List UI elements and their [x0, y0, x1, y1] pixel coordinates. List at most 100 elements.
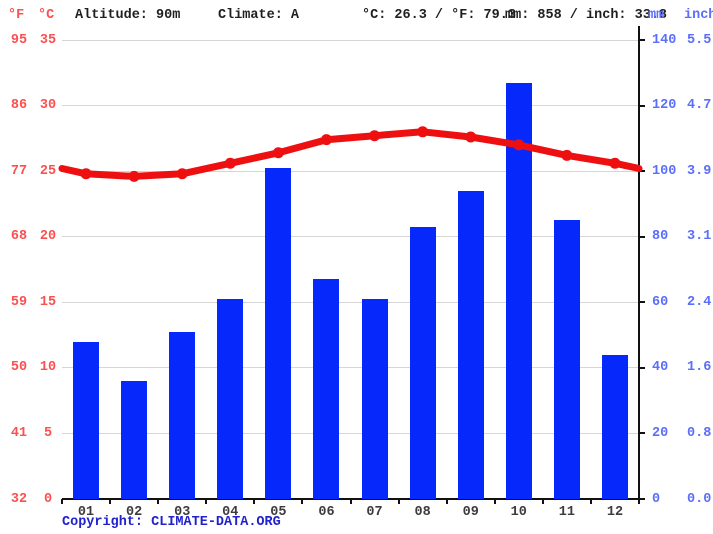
right-axis-label-mm: 80: [652, 229, 669, 245]
right-axis-label-mm: 40: [652, 360, 669, 376]
precipitation-bar: [409, 226, 436, 499]
x-axis-month-label: 09: [462, 505, 479, 520]
bottom-axis-tick: [61, 499, 63, 504]
right-axis-tick: [639, 498, 645, 500]
temperature-point: [369, 130, 381, 142]
x-axis-month-label: 06: [318, 505, 335, 520]
temperature-point: [465, 131, 477, 143]
gridline: [62, 367, 639, 369]
precipitation-bar: [313, 279, 340, 499]
left-axis-label-celsius: 35: [39, 32, 57, 48]
x-axis-month-label: 04: [222, 505, 239, 520]
bottom-axis-tick: [445, 499, 448, 504]
left-axis-label-fahrenheit: 77: [10, 163, 28, 179]
right-axis-tick: [639, 301, 645, 304]
bottom-axis-tick: [493, 499, 496, 504]
right-axis-label-mm: 60: [652, 294, 669, 310]
bottom-axis-tick: [301, 499, 304, 504]
precipitation-bar: [553, 220, 580, 499]
right-axis-label-inch: 0.0: [687, 491, 712, 507]
left-axis-label-fahrenheit: 50: [10, 360, 28, 376]
right-axis-label-mm: 120: [652, 98, 677, 114]
right-axis-tick: [639, 104, 645, 107]
temperature-point: [224, 157, 236, 169]
bottom-axis-tick: [638, 499, 640, 504]
bottom-axis-tick: [205, 499, 208, 504]
right-axis-label-mm: 0: [652, 491, 661, 507]
x-axis-month-label: 12: [606, 505, 624, 520]
left-axis-label-celsius: 5: [43, 425, 53, 441]
gridline: [62, 432, 639, 434]
x-axis-month-label: 07: [366, 505, 383, 520]
gridline: [62, 39, 639, 41]
right-axis-tick: [639, 39, 645, 41]
right-axis-tick: [639, 366, 645, 369]
bottom-axis-tick: [109, 499, 112, 504]
right-axis-label-inch: 0.8: [687, 425, 712, 441]
header-mm-unit: mm: [648, 8, 665, 23]
x-axis-month-label: 03: [174, 505, 191, 520]
precipitation-bar: [601, 354, 628, 499]
temperature-point: [128, 170, 140, 182]
left-axis-label-fahrenheit: 59: [10, 294, 28, 310]
right-axis-label-mm: 140: [652, 32, 677, 48]
header-temp-summary: °C: 26.3 / °F: 79.3: [362, 8, 516, 23]
x-axis-month-label: 11: [558, 505, 575, 520]
temperature-point: [561, 149, 573, 161]
bottom-axis-tick: [541, 499, 544, 504]
header-climate-class: Climate: A: [218, 8, 300, 23]
right-axis-label-mm: 20: [652, 425, 669, 441]
gridline: [62, 236, 639, 238]
right-axis-label-inch: 4.7: [687, 98, 712, 114]
x-axis-month-label: 10: [510, 505, 527, 520]
left-axis-label-fahrenheit: 95: [10, 32, 28, 48]
left-axis-label-celsius: 10: [39, 360, 57, 376]
header-precip-summary: mm: 858 / inch: 33.8: [505, 8, 668, 23]
precipitation-bar: [217, 299, 244, 499]
precipitation-bar: [169, 331, 196, 499]
gridline: [62, 301, 639, 303]
x-axis-month-label: 05: [270, 505, 287, 520]
right-axis-label-mm: 100: [652, 163, 677, 179]
x-axis-month-label: 02: [126, 505, 143, 520]
header-celsius-unit: °C: [38, 8, 55, 23]
gridline: [62, 105, 639, 107]
temperature-point: [272, 147, 284, 159]
right-axis-tick: [639, 432, 645, 435]
left-axis-label-fahrenheit: 41: [10, 425, 28, 441]
left-axis-label-celsius: 30: [39, 98, 57, 114]
left-axis-label-fahrenheit: 86: [10, 98, 28, 114]
x-axis-month-label: 01: [77, 505, 95, 520]
right-axis-label-inch: 1.6: [687, 360, 712, 376]
left-axis-label-celsius: 0: [43, 491, 53, 507]
header-altitude: Altitude: 90m: [75, 8, 181, 23]
right-axis-label-inch: 3.9: [687, 163, 712, 179]
header-inch-unit: inch: [684, 8, 713, 23]
precipitation-bar: [505, 82, 532, 499]
bottom-axis-tick: [397, 499, 400, 504]
precipitation-bar: [73, 341, 100, 499]
copyright-link[interactable]: Copyright: CLIMATE-DATA.ORG: [62, 515, 281, 530]
bottom-axis-tick: [349, 499, 352, 504]
right-axis-label-inch: 5.5: [687, 32, 712, 48]
left-axis-label-celsius: 25: [39, 163, 57, 179]
left-axis-label-fahrenheit: 68: [10, 229, 28, 245]
temperature-point: [320, 134, 332, 146]
right-axis-tick: [639, 170, 645, 173]
precipitation-bar: [457, 190, 484, 499]
precipitation-bar: [121, 380, 148, 499]
x-axis-month-label: 08: [414, 505, 431, 520]
bottom-axis-line: [62, 498, 641, 500]
temperature-point: [609, 157, 621, 169]
right-axis-label-inch: 2.4: [687, 294, 712, 310]
left-axis-label-celsius: 15: [39, 294, 57, 310]
left-axis-label-fahrenheit: 32: [10, 491, 28, 507]
precipitation-bar: [265, 167, 292, 499]
bottom-axis-tick: [589, 499, 592, 504]
header-fahrenheit-unit: °F: [8, 8, 25, 23]
bottom-axis-tick: [157, 499, 160, 504]
bottom-axis-tick: [253, 499, 256, 504]
gridline: [62, 170, 639, 172]
right-axis-tick: [639, 235, 645, 238]
